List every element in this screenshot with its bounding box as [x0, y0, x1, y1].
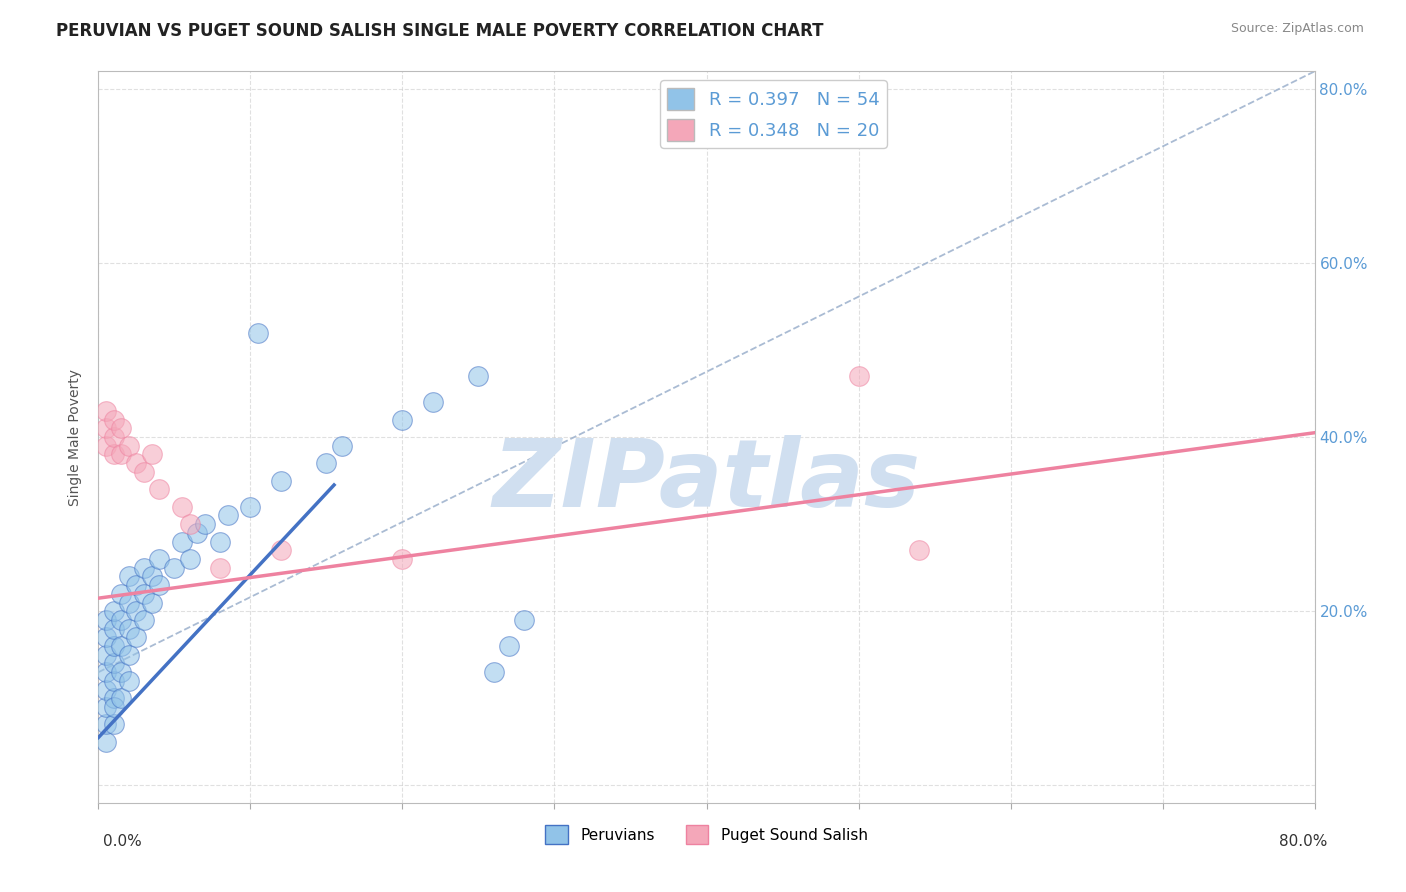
Point: [94, 404, 117, 418]
Point: [118, 595, 141, 609]
Point: [330, 439, 353, 453]
Point: [315, 456, 337, 470]
Point: [132, 560, 155, 574]
Point: [94, 421, 117, 435]
Point: [118, 622, 141, 636]
Point: [94, 665, 117, 680]
Point: [103, 691, 125, 706]
Point: [103, 717, 125, 731]
Point: [270, 474, 292, 488]
Text: PERUVIAN VS PUGET SOUND SALISH SINGLE MALE POVERTY CORRELATION CHART: PERUVIAN VS PUGET SOUND SALISH SINGLE MA…: [56, 22, 824, 40]
Point: [103, 700, 125, 714]
Point: [170, 500, 193, 514]
Point: [422, 395, 444, 409]
Point: [118, 673, 141, 688]
Point: [148, 483, 170, 497]
Point: [170, 534, 193, 549]
Point: [482, 665, 505, 680]
Point: [110, 691, 132, 706]
Text: 0.0%: 0.0%: [103, 834, 142, 848]
Point: [110, 613, 132, 627]
Point: [125, 578, 148, 592]
Point: [94, 613, 117, 627]
Point: [103, 639, 125, 653]
Point: [467, 369, 489, 384]
Point: [247, 326, 270, 340]
Point: [118, 439, 141, 453]
Point: [194, 517, 217, 532]
Point: [141, 569, 163, 583]
Point: [110, 448, 132, 462]
Text: ZIPatlas: ZIPatlas: [492, 435, 921, 527]
Point: [163, 560, 186, 574]
Point: [110, 421, 132, 435]
Point: [110, 587, 132, 601]
Point: [103, 657, 125, 671]
Point: [118, 569, 141, 583]
Point: [94, 631, 117, 645]
Point: [110, 639, 132, 653]
Point: [103, 673, 125, 688]
Point: [217, 508, 239, 523]
Point: [391, 412, 413, 426]
Point: [125, 604, 148, 618]
Point: [103, 448, 125, 462]
Point: [125, 631, 148, 645]
Point: [103, 622, 125, 636]
Point: [94, 682, 117, 697]
Point: [132, 465, 155, 479]
Point: [103, 430, 125, 444]
Point: [94, 717, 117, 731]
Point: [94, 700, 117, 714]
Point: [498, 639, 520, 653]
Point: [94, 735, 117, 749]
Point: [513, 613, 536, 627]
Point: [132, 587, 155, 601]
Legend: R = 0.397   N = 54, R = 0.348   N = 20: R = 0.397 N = 54, R = 0.348 N = 20: [659, 80, 887, 148]
Y-axis label: Single Male Poverty: Single Male Poverty: [69, 368, 83, 506]
Point: [186, 525, 208, 540]
Point: [209, 560, 232, 574]
Point: [209, 534, 232, 549]
Point: [239, 500, 262, 514]
Point: [148, 578, 170, 592]
Point: [270, 543, 292, 558]
Point: [179, 517, 201, 532]
Point: [94, 439, 117, 453]
Text: 80.0%: 80.0%: [1279, 834, 1327, 848]
Point: [179, 552, 201, 566]
Point: [908, 543, 931, 558]
Point: [94, 648, 117, 662]
Point: [848, 369, 870, 384]
Point: [148, 552, 170, 566]
Point: [132, 613, 155, 627]
Point: [141, 448, 163, 462]
Point: [141, 595, 163, 609]
Point: [110, 665, 132, 680]
Point: [103, 604, 125, 618]
Point: [118, 648, 141, 662]
Text: Source: ZipAtlas.com: Source: ZipAtlas.com: [1230, 22, 1364, 36]
Point: [125, 456, 148, 470]
Point: [103, 412, 125, 426]
Point: [391, 552, 413, 566]
